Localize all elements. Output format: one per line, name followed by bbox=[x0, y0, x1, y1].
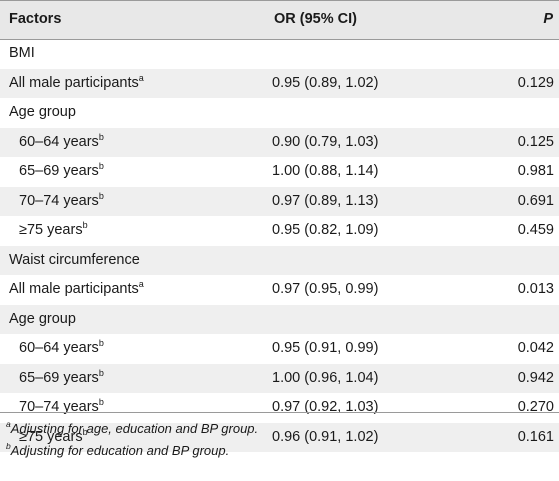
footnote-b: bAdjusting for education and BP group. bbox=[0, 440, 559, 462]
footnote-ref: b bbox=[98, 367, 104, 378]
factor-label: Waist circumference bbox=[9, 251, 140, 268]
or-cell: 0.97 (0.95, 0.99) bbox=[272, 281, 379, 297]
p-cell: 0.691 bbox=[517, 192, 554, 209]
p-cell: 0.129 bbox=[517, 74, 554, 91]
table-row: 70–74 yearsb 0.97 (0.92, 1.03) 0.270 bbox=[0, 393, 559, 423]
table-row: 65–69 yearsb 1.00 (0.88, 1.14) 0.981 bbox=[0, 157, 559, 187]
footnote-ref: b bbox=[82, 426, 88, 437]
factor-cell: 70–74 yearsb bbox=[19, 187, 104, 217]
table-row: 60–64 yearsb 0.95 (0.91, 0.99) 0.042 bbox=[0, 334, 559, 364]
header-p: P bbox=[543, 11, 553, 27]
factor-cell: ≥75 yearsb bbox=[19, 423, 88, 453]
table-row: Age group bbox=[0, 304, 559, 335]
table-row: 70–74 yearsb 0.97 (0.89, 1.13) 0.691 bbox=[0, 186, 559, 217]
p-cell: 0.942 bbox=[517, 369, 554, 386]
p-cell: 0.459 bbox=[517, 222, 554, 238]
or-cell: 0.95 (0.89, 1.02) bbox=[272, 74, 379, 91]
header-or: OR (95% CI) bbox=[274, 11, 357, 27]
factor-cell: BMI bbox=[9, 39, 35, 69]
factor-cell: 60–64 yearsb bbox=[19, 334, 104, 364]
footnote-ref: b bbox=[98, 338, 104, 348]
or-cell: 0.96 (0.91, 1.02) bbox=[272, 428, 379, 445]
factor-cell: ≥75 yearsb bbox=[19, 216, 88, 246]
or-cell: 0.97 (0.92, 1.03) bbox=[272, 399, 379, 415]
footnote-ref: b bbox=[98, 190, 104, 201]
footnote-ref: b bbox=[98, 161, 104, 171]
footnote-ref: b bbox=[82, 220, 88, 230]
footnote-text: Adjusting for age, education and BP grou… bbox=[10, 421, 259, 436]
factor-label: 70–74 years bbox=[19, 399, 99, 415]
factor-cell: All male participantsa bbox=[9, 69, 144, 99]
factor-cell: Age group bbox=[9, 98, 76, 128]
header-rule bbox=[0, 39, 559, 40]
or-cell: 0.97 (0.89, 1.13) bbox=[272, 192, 379, 209]
factor-label: 65–69 years bbox=[19, 369, 99, 386]
or-cell: 1.00 (0.88, 1.14) bbox=[272, 163, 379, 179]
table-body: BMI All male participantsa 0.95 (0.89, 1.0… bbox=[0, 39, 559, 452]
factor-label: All male participants bbox=[9, 281, 139, 297]
footnotes: aAdjusting for age, education and BP gro… bbox=[0, 418, 559, 462]
or-cell: 0.95 (0.82, 1.09) bbox=[272, 222, 379, 238]
table-row: ≥75 yearsb 0.95 (0.82, 1.09) 0.459 bbox=[0, 216, 559, 246]
p-cell: 0.013 bbox=[517, 281, 554, 297]
factor-label: 60–64 years bbox=[19, 340, 99, 356]
factor-label: ≥75 years bbox=[19, 222, 83, 238]
factor-label: BMI bbox=[9, 45, 35, 61]
table-row: 65–69 yearsb 1.00 (0.96, 1.04) 0.942 bbox=[0, 363, 559, 394]
or-cell: 0.95 (0.91, 0.99) bbox=[272, 340, 379, 356]
table-row: Waist circumference bbox=[0, 245, 559, 276]
factor-label: 60–64 years bbox=[19, 133, 99, 150]
footnote-ref: a bbox=[138, 279, 144, 289]
table-row: ≥75 yearsb 0.96 (0.91, 1.02) 0.161 bbox=[0, 422, 559, 453]
factor-cell: 65–69 yearsb bbox=[19, 157, 104, 187]
table-row: Age group bbox=[0, 98, 559, 128]
footnote-ref: a bbox=[138, 72, 144, 83]
table-row: All male participantsa 0.95 (0.89, 1.02) 0… bbox=[0, 68, 559, 99]
p-cell: 0.161 bbox=[517, 428, 554, 445]
factor-label: 65–69 years bbox=[19, 163, 99, 179]
footnote-mark: a bbox=[6, 419, 11, 429]
factor-cell: Age group bbox=[9, 305, 76, 335]
table-header-row: Factors OR (95% CI) P bbox=[0, 0, 559, 39]
factor-cell: All male participantsa bbox=[9, 275, 144, 305]
p-cell: 0.125 bbox=[517, 133, 554, 150]
factor-label: ≥75 years bbox=[19, 428, 83, 445]
p-cell: 0.981 bbox=[517, 163, 554, 179]
table-row: BMI bbox=[0, 39, 559, 69]
p-cell: 0.042 bbox=[517, 340, 554, 356]
top-rule bbox=[0, 0, 559, 1]
factor-cell: Waist circumference bbox=[9, 246, 140, 276]
header-factors: Factors bbox=[9, 11, 62, 27]
table-row: All male participantsa 0.97 (0.95, 0.99) 0… bbox=[0, 275, 559, 305]
footnote-ref: b bbox=[98, 131, 104, 142]
factor-label: Age group bbox=[9, 310, 76, 327]
footnote-text: Adjusting for education and BP group. bbox=[10, 443, 230, 458]
factor-label: 70–74 years bbox=[19, 192, 99, 209]
or-cell: 1.00 (0.96, 1.04) bbox=[272, 369, 379, 386]
footnote-mark: b bbox=[6, 441, 11, 451]
footnote-a: aAdjusting for age, education and BP gro… bbox=[0, 418, 559, 440]
factor-cell: 60–64 yearsb bbox=[19, 128, 104, 158]
table-row: 60–64 yearsb 0.90 (0.79, 1.03) 0.125 bbox=[0, 127, 559, 158]
factor-label: Age group bbox=[9, 104, 76, 120]
or-cell: 0.90 (0.79, 1.03) bbox=[272, 133, 379, 150]
factor-label: All male participants bbox=[9, 74, 139, 91]
bottom-rule bbox=[0, 412, 559, 413]
results-table: Factors OR (95% CI) P BMI All male partic… bbox=[0, 0, 559, 452]
factor-cell: 70–74 yearsb bbox=[19, 393, 104, 423]
footnote-ref: b bbox=[98, 397, 104, 407]
p-cell: 0.270 bbox=[517, 399, 554, 415]
factor-cell: 65–69 yearsb bbox=[19, 364, 104, 394]
